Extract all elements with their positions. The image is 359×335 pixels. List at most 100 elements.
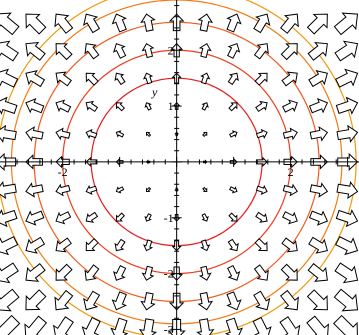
vector-arrow: [254, 72, 268, 86]
vector-arrow: [196, 318, 215, 335]
vector-arrow: [140, 13, 156, 32]
vector-arrow: [0, 124, 17, 143]
vector-arrow: [0, 96, 18, 115]
vector-arrow: [282, 211, 298, 225]
vector-arrow: [281, 237, 298, 253]
vector-arrow: [0, 12, 20, 36]
vector-arrow: [280, 43, 298, 61]
vector-arrow: [308, 236, 328, 254]
vector-arrow: [229, 186, 238, 194]
vector-arrow: [227, 72, 239, 86]
vector-arrow: [111, 291, 128, 311]
vector-arrow: [335, 236, 359, 256]
vector-arrow: [333, 12, 359, 36]
vector-arrow: [85, 238, 99, 252]
vector-arrow: [113, 43, 127, 59]
y-tick-label: 1: [168, 99, 174, 113]
vector-arrow: [228, 212, 238, 222]
y-tick-label: 2: [168, 43, 174, 57]
vector-arrow: [83, 13, 101, 34]
vector-arrow: [254, 238, 268, 252]
vector-arrow: [336, 124, 359, 143]
vector-arrow: [253, 13, 271, 34]
vector-arrow: [335, 209, 359, 228]
vector-arrow: [335, 96, 359, 115]
vector-arrow: [335, 68, 359, 88]
vector-arrow: [25, 98, 45, 114]
y-tick-label: -1: [164, 211, 174, 225]
vector-arrow: [53, 316, 74, 335]
vector-arrow: [252, 316, 272, 335]
vector-arrow: [282, 99, 298, 113]
vector-arrow: [25, 13, 47, 35]
y-tick-label: -2: [164, 267, 174, 281]
vector-arrow: [25, 41, 46, 61]
vector-arrow: [279, 316, 301, 335]
vector-arrow: [54, 289, 74, 311]
vector-arrow: [308, 210, 329, 226]
vector-arrow: [83, 290, 101, 311]
vector-arrow: [197, 13, 214, 32]
vector-arrow: [55, 237, 72, 253]
y-tick-label: -3: [164, 322, 174, 335]
vector-arrow: [306, 13, 328, 35]
vector-arrow: [115, 212, 125, 222]
vector-arrow: [54, 13, 74, 34]
vector-arrows: [0, 12, 359, 335]
vector-arrow: [110, 317, 129, 335]
vector-arrow: [85, 100, 99, 113]
vector-arrow: [227, 43, 241, 59]
vector-arrow: [228, 102, 238, 112]
vector-arrow: [229, 130, 238, 138]
vector-arrow: [255, 128, 268, 139]
vector-arrow: [281, 71, 298, 87]
vector-arrow: [202, 186, 208, 192]
vector-arrow: [226, 291, 242, 311]
vector-arrow: [0, 236, 19, 256]
vector-arrow: [0, 180, 17, 200]
vector-arrow: [25, 70, 46, 88]
tick-labels: -2 2 -3 -2 -1 1 2: [58, 43, 294, 335]
vector-arrow: [309, 182, 329, 198]
vector-arrow: [115, 186, 125, 194]
vector-arrow: [113, 264, 127, 281]
vector-arrow: [115, 130, 125, 138]
vector-arrow: [25, 236, 46, 254]
vector-arrow: [227, 264, 241, 281]
vector-arrow: [55, 43, 73, 61]
vector-arrow: [145, 131, 152, 138]
vector-arrow: [85, 211, 99, 223]
vector-arrow: [0, 209, 18, 228]
vector-arrow: [201, 102, 209, 111]
vector-arrow: [253, 264, 269, 281]
vector-arrow: [141, 265, 155, 281]
vector-arrow: [198, 42, 212, 59]
vector-arrow: [84, 43, 100, 60]
vector-arrow: [25, 210, 45, 226]
vector-arrow: [201, 213, 209, 222]
vector-arrow: [333, 288, 359, 312]
vector-arrow: [115, 102, 125, 112]
vector-arrow: [0, 314, 21, 335]
vector-arrow: [25, 289, 47, 311]
vector-arrow: [307, 262, 328, 282]
x-tick-label: -2: [58, 165, 68, 179]
vector-arrow: [0, 40, 19, 62]
vector-arrow: [280, 289, 299, 311]
vector-arrow: [200, 239, 211, 252]
vector-arrow: [306, 315, 329, 335]
vector-arrow: [224, 317, 244, 335]
vector-arrow: [308, 70, 328, 88]
vector-arrow: [142, 72, 154, 85]
vector-arrow: [55, 263, 73, 281]
vector-arrow: [197, 292, 214, 311]
vector-arrow: [253, 43, 269, 60]
vector-arrow: [202, 131, 208, 138]
vector-arrow: [55, 127, 71, 141]
vector-arrow: [144, 213, 152, 222]
vector-arrow: [280, 263, 298, 281]
vector-arrow: [226, 13, 242, 33]
vector-arrow: [255, 100, 268, 113]
vector-arrow: [81, 316, 101, 335]
vector-arrow: [336, 180, 359, 200]
